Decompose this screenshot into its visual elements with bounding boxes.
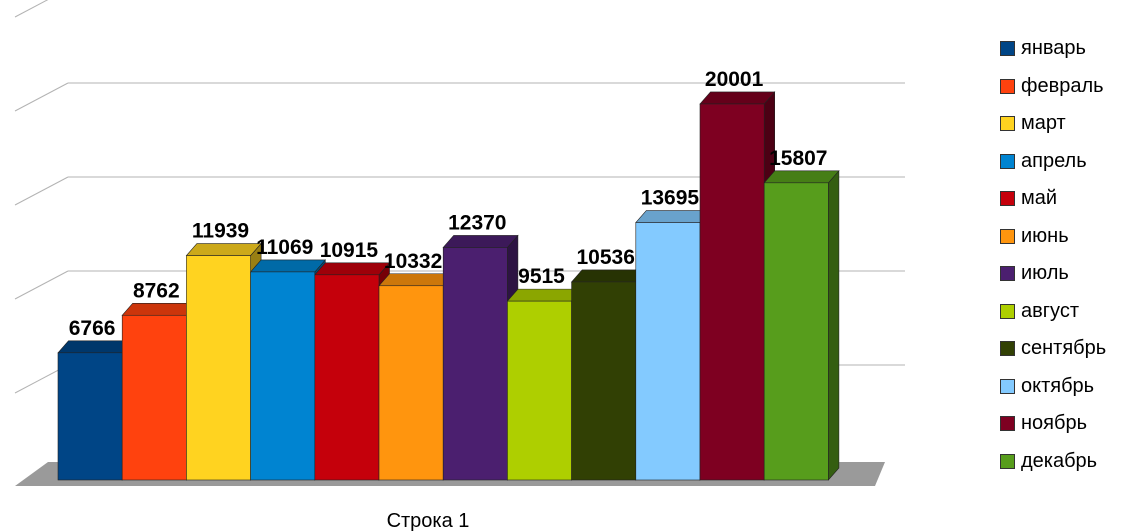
legend-swatch [1000,153,1015,169]
legend-label: сентябрь [1021,337,1107,360]
bar-front [57,352,123,481]
data-label: 10536 [576,246,634,269]
bar-top [699,91,776,105]
bar-front [186,255,251,481]
bar-август [506,288,583,481]
legend-label: февраль [1021,74,1104,97]
bar-декабрь [763,170,840,481]
bar-front [314,274,380,481]
bar-апрель [249,259,326,481]
legend-label: август [1021,299,1079,322]
legend-label: март [1021,112,1066,135]
bar-front [121,314,187,481]
legend-label: октябрь [1021,374,1095,397]
bar-top [635,210,712,223]
bar-ноябрь [699,91,776,481]
data-label: 12370 [448,211,506,234]
legend-swatch [1000,303,1015,319]
legend-item: июнь [1000,218,1106,256]
bar-июль [442,234,519,481]
bar-front [378,285,444,481]
legend-swatch [1000,453,1015,469]
data-label: 6766 [69,317,116,340]
gridline-diagonal [14,0,49,18]
bar-top [249,259,326,273]
bar-front [571,281,637,481]
gridline-diagonal [14,82,69,112]
legend-item: август [1000,293,1106,331]
legend-swatch [1000,266,1015,282]
legend-item: февраль [1000,68,1106,106]
bar-top [506,288,583,302]
legend-item: май [1000,180,1106,218]
legend-swatch [1000,341,1015,357]
bar-top [314,262,391,276]
bar-front [507,300,572,481]
bar-chart: 6766 8762 11939 11069 10915 10332 12370 9515 105… [14,0,905,532]
bar-front [763,182,829,481]
gridline-diagonal [14,176,69,206]
legend-swatch [1000,416,1015,432]
bar-июнь [378,272,455,481]
legend-swatch [1000,228,1015,244]
legend-item: март [1000,105,1106,143]
bar-январь [57,340,134,481]
bar-side [828,170,840,481]
legend-swatch [1000,78,1015,94]
bar-март [185,242,262,481]
legend-label: июнь [1021,224,1069,247]
bar-front [250,271,316,481]
legend-swatch [1000,41,1015,57]
bar-октябрь [635,209,712,481]
bar-май [314,261,391,481]
legend-item: сентябрь [1000,330,1106,368]
bar-сентябрь [570,269,647,481]
bar-февраль [121,302,198,481]
data-label: 15807 [769,147,827,170]
data-label: 13695 [641,187,700,210]
legend-label: июль [1021,262,1069,285]
data-label: 8762 [133,279,180,302]
legend-label: декабрь [1021,449,1098,472]
legend-item: июль [1000,255,1106,293]
bar-front [699,103,765,481]
legend-label: январь [1021,37,1086,60]
legend-item: декабрь [1000,443,1106,481]
data-label: 20001 [705,68,764,91]
bar-top [185,243,262,256]
bar-front [442,247,508,481]
legend-item: январь [1000,30,1106,68]
bar-front [635,222,701,481]
legend-swatch [1000,378,1015,394]
legend-item: апрель [1000,143,1106,181]
bar-top [378,273,455,287]
legend-label: май [1021,187,1058,210]
bars-group [57,91,840,481]
bar-top [442,235,519,248]
data-label: 11069 [256,236,313,259]
legend-swatch [1000,191,1015,207]
data-label: 9515 [518,265,565,288]
bar-top [57,340,134,354]
bar-top [121,302,198,316]
data-label: 10332 [384,250,442,273]
data-labels-group: 6766 8762 11939 11069 10915 10332 12370 9515 105… [69,68,828,340]
legend-label: апрель [1021,149,1087,172]
legend-swatch [1000,116,1015,132]
legend: январь февраль март апрель май июнь июль август… [1000,30,1106,480]
gridline-diagonal [14,270,69,300]
x-category-label: Строка 1 [387,510,470,532]
bar-top [570,269,647,283]
legend-item: октябрь [1000,368,1106,406]
legend-item: ноябрь [1000,405,1106,443]
legend-label: ноябрь [1021,412,1087,435]
data-label: 11939 [192,220,249,243]
data-label: 10915 [320,239,379,262]
bar-top [763,170,840,184]
